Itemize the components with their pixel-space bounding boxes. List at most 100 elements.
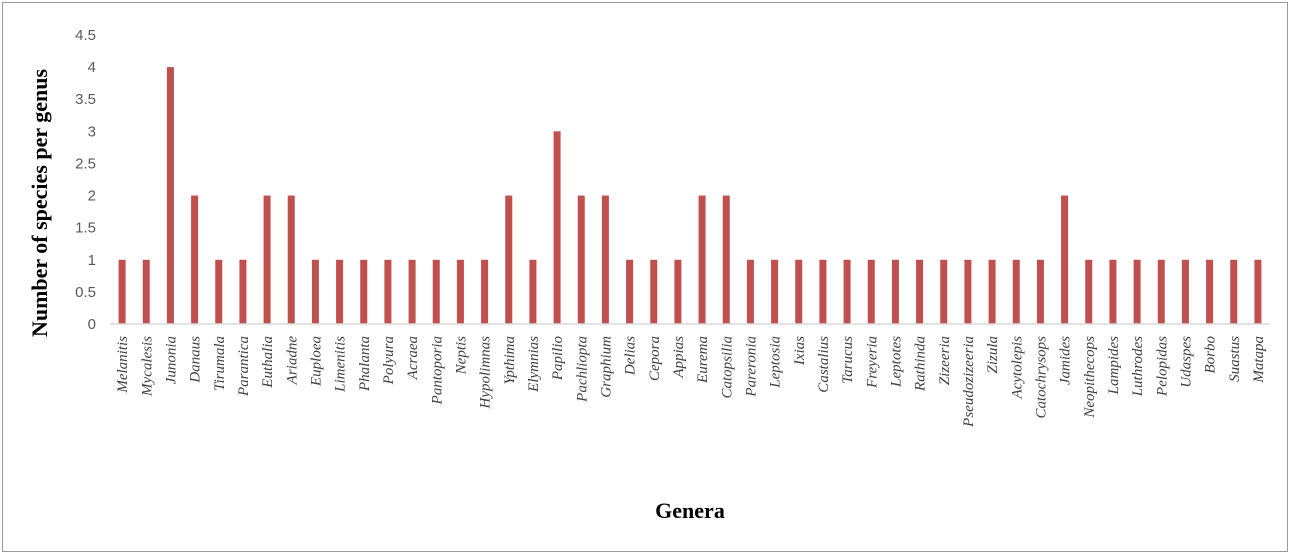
category-label: Udaspes: [1178, 336, 1194, 388]
bar: [311, 259, 319, 324]
bar: [722, 195, 730, 324]
y-tick-label: 4: [88, 59, 96, 76]
category-label: Acytolepis: [1009, 336, 1025, 400]
y-tick-label: 1: [88, 252, 96, 269]
y-tick-label: 2.5: [75, 155, 96, 172]
bar: [795, 259, 803, 324]
y-tick-label: 0: [88, 316, 96, 333]
bar: [456, 259, 464, 324]
category-label: Jamides: [1058, 336, 1074, 385]
bar: [118, 259, 126, 324]
category-label: Euthalia: [260, 336, 276, 389]
category-label: Junonia: [163, 336, 179, 384]
bar: [553, 131, 561, 324]
category-label: Tirumala: [212, 336, 228, 391]
bar: [819, 259, 827, 324]
bar: [1061, 195, 1069, 324]
category-label: Parantica: [236, 336, 252, 397]
category-label: Pareronia: [743, 336, 759, 398]
category-label: Pseudozizeeria: [961, 336, 977, 428]
bar: [191, 195, 199, 324]
bar: [1157, 259, 1165, 324]
bar: [505, 195, 513, 324]
category-label: Danaus: [188, 336, 204, 384]
bar: [166, 67, 174, 324]
category-label: Mycalesis: [139, 336, 155, 397]
category-label: Matapa: [1251, 336, 1267, 384]
category-label: Ixias: [792, 336, 808, 366]
category-labels: Melanitis Mycalesis Junonia Danaus Tirumala P…: [115, 336, 1267, 428]
category-label: Lampides: [1106, 336, 1122, 396]
category-label: Polyura: [381, 336, 397, 385]
category-label: Castalius: [816, 336, 832, 393]
category-label: Limenitis: [333, 336, 349, 393]
category-label: Delias: [623, 336, 639, 376]
bar: [626, 259, 634, 324]
y-axis-ticks: 0 0.5 1 1.5 2 2.5 3 3.5 4 4.5: [75, 27, 96, 333]
bar: [1133, 259, 1141, 324]
category-label: Melanitis: [115, 336, 131, 394]
y-axis-title: Number of species per genus: [27, 69, 52, 338]
category-label: Rathinda: [913, 336, 929, 392]
category-label: Hypolimnas: [478, 336, 494, 410]
category-label: Leptotes: [888, 336, 904, 388]
bar: [1109, 259, 1117, 324]
category-label: Suastus: [1227, 336, 1243, 382]
bar: [1206, 259, 1214, 324]
bar: [360, 259, 368, 324]
bar: [1036, 259, 1044, 324]
y-tick-label: 3: [88, 123, 96, 140]
bar: [601, 195, 609, 324]
bar: [1012, 259, 1020, 324]
category-label: Ypthima: [502, 336, 518, 385]
category-label: Zizula: [985, 336, 1001, 374]
y-tick-label: 1.5: [75, 220, 96, 237]
bar: [771, 259, 779, 324]
bar: [891, 259, 899, 324]
category-label: Ariadne: [284, 336, 300, 386]
bar: [287, 195, 295, 324]
bar: [577, 195, 585, 324]
bar: [142, 259, 150, 324]
x-axis-title: Genera: [655, 498, 725, 523]
category-label: Neptis: [453, 336, 469, 375]
bar: [263, 195, 271, 324]
y-tick-label: 3.5: [75, 91, 96, 108]
category-label: Catochrysops: [1033, 336, 1049, 419]
category-label: Pantoporia: [429, 336, 445, 405]
bar: [674, 259, 682, 324]
bar: [1085, 259, 1093, 324]
category-label: Cepora: [647, 336, 663, 381]
bar: [408, 259, 416, 324]
category-label: Phalanta: [357, 336, 373, 392]
category-label: Eurema: [695, 336, 711, 384]
category-label: Borbo: [1203, 336, 1219, 374]
bar: [964, 259, 972, 324]
bar: [650, 259, 658, 324]
category-label: Luthrodes: [1130, 336, 1146, 397]
category-label: Acraea: [405, 336, 421, 380]
bars: [118, 67, 1262, 324]
bar: [867, 259, 875, 324]
category-label: Elymnias: [526, 336, 542, 393]
bar: [239, 259, 247, 324]
category-label: Pachliopta: [574, 336, 590, 403]
category-label: Pelopidas: [1154, 336, 1170, 397]
bar: [1181, 259, 1189, 324]
category-label: Leptosia: [768, 336, 784, 389]
bar: [1254, 259, 1262, 324]
bar: [215, 259, 223, 324]
bar: [746, 259, 754, 324]
category-label: Freyeria: [864, 336, 880, 389]
bar: [529, 259, 537, 324]
bar: [940, 259, 948, 324]
bar: [988, 259, 996, 324]
bar: [432, 259, 440, 324]
category-label: Euploea: [308, 336, 324, 387]
bar: [1230, 259, 1238, 324]
bar: [481, 259, 489, 324]
category-label: Graphium: [598, 336, 614, 398]
y-tick-label: 0.5: [75, 284, 96, 301]
bar: [916, 259, 924, 324]
category-label: Tarucus: [840, 336, 856, 384]
